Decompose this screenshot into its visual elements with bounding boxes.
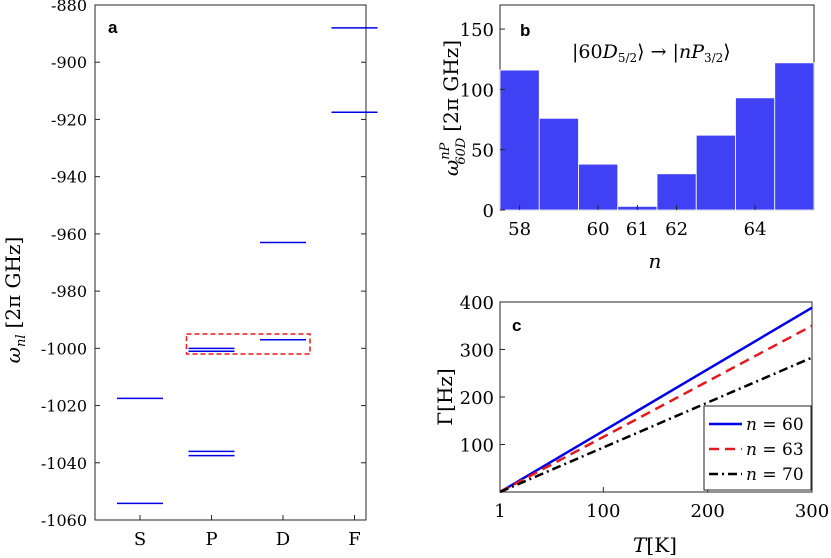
annot-D: D <box>602 41 618 63</box>
b-xtick-label: 58 <box>508 219 531 240</box>
series-line <box>499 306 813 494</box>
legend-var: n <box>746 415 757 435</box>
legend-var: n <box>746 440 757 460</box>
legend-value: = 63 <box>757 440 804 460</box>
annot-close: ⟩ <box>723 41 730 63</box>
a-ytick-label: -980 <box>51 282 87 301</box>
legend-value: = 60 <box>757 415 804 435</box>
panel-b-xlabel: n <box>649 249 662 273</box>
a-ytick-label: -880 <box>51 0 87 15</box>
a-ytick-label: -1060 <box>41 511 87 530</box>
a-ytick-label: -1020 <box>41 397 87 416</box>
legend-entry: n = 63 <box>746 440 804 460</box>
b-ytick-label: 0 <box>483 201 494 222</box>
b-ylabel-unit: [2π GHz] <box>439 40 463 132</box>
panel-a-ylabel: ωnl [2π GHz] <box>1 237 29 364</box>
panel-a-frame <box>94 4 367 521</box>
c-xlabel-unit: [K] <box>646 533 677 557</box>
legend: n = 60n = 63n = 70 <box>703 405 812 491</box>
annot-ket1: |60 <box>572 41 603 63</box>
a-ytick-label: -920 <box>51 110 87 129</box>
panel-b-ylabel: ωnP60D [2π GHz] <box>438 40 469 176</box>
a-ytick-label: -1000 <box>41 339 87 358</box>
a-xtick-label: P <box>205 529 217 550</box>
panel-a-label: a <box>108 18 118 37</box>
annot-nP: nP <box>679 41 705 63</box>
series-line <box>499 324 813 494</box>
panel-c-ylabel: Γ[Hz] <box>433 368 457 425</box>
annot-sub2: 3/2 <box>704 51 723 65</box>
a-xtick-label: D <box>276 529 290 550</box>
b-xtick-label: 64 <box>744 219 767 240</box>
legend-value: = 70 <box>757 465 804 485</box>
b-xtick-label: 62 <box>665 219 688 240</box>
bar <box>774 62 815 211</box>
b-ylabel-sub: 60D <box>454 137 469 165</box>
b-ylabel-main: ω <box>439 160 463 176</box>
b-ylabel-sup: nP <box>438 142 453 159</box>
panel-a: a -880 -900 -920 -940 -960 -980 -1000 -1020 -104… <box>1 0 378 550</box>
panel-b-annotation: |60D5/2⟩ → |nP3/2⟩ <box>572 41 731 65</box>
bar <box>656 173 697 211</box>
ylabel-main: ω <box>1 347 25 363</box>
c-xtick-label: 200 <box>690 501 724 522</box>
bar <box>695 134 736 211</box>
b-xtick-label: 61 <box>626 219 649 240</box>
bar <box>499 69 540 211</box>
bar <box>578 163 619 211</box>
legend-var: n <box>746 465 757 485</box>
legend-entry: n = 70 <box>746 465 804 485</box>
c-ytick-label: 200 <box>460 388 494 409</box>
a-ytick-label: -900 <box>51 53 87 72</box>
b-ytick-label: 100 <box>460 80 494 101</box>
annot-sub1: 5/2 <box>618 51 637 65</box>
bar <box>735 97 776 211</box>
panel-b-label: b <box>520 21 530 40</box>
legend-box <box>703 405 812 491</box>
legend-entry: n = 60 <box>746 415 804 435</box>
ylabel-unit: [2π GHz] <box>1 237 25 329</box>
c-ytick-label: 400 <box>460 293 494 314</box>
a-ytick-label: -1040 <box>41 454 87 473</box>
c-xtick-label: 100 <box>586 501 620 522</box>
c-ytick-label: 100 <box>460 436 494 457</box>
a-xtick-label: S <box>134 529 146 550</box>
a-ytick-label: -940 <box>51 168 87 187</box>
panel-c-label: c <box>512 316 521 335</box>
b-ytick-label: 50 <box>471 141 494 162</box>
c-xlabel-main: T <box>633 533 648 557</box>
panel-c: 100 200 300 400 1 100 200 300 c T[K] Γ[Hz] n =… <box>433 293 829 557</box>
annot-arrow: ⟩ → | <box>637 41 679 63</box>
c-ytick-label: 300 <box>460 341 494 362</box>
panel-c-xlabel: T[K] <box>633 533 677 557</box>
a-ytick-label: -960 <box>51 225 87 244</box>
ylabel-sub: nl <box>14 334 29 347</box>
b-ytick-label: 150 <box>460 20 494 41</box>
a-xtick-label: F <box>348 529 361 550</box>
c-xtick-label: 1 <box>494 501 505 522</box>
c-xtick-label: 300 <box>795 501 829 522</box>
bar <box>538 117 579 211</box>
b-xtick-label: 60 <box>587 219 610 240</box>
